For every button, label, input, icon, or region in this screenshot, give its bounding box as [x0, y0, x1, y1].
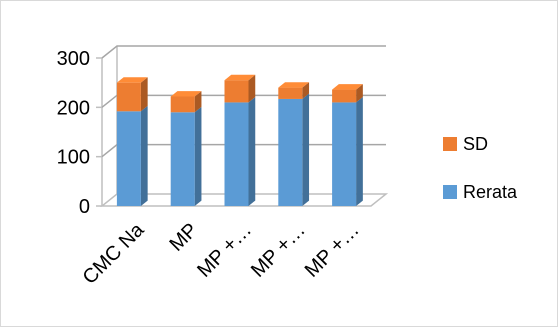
bar-rerata-2 [170, 106, 202, 206]
bar-front [116, 82, 141, 112]
bar-front [224, 80, 249, 103]
bar-side [248, 74, 256, 103]
y-axis-ticks: 0 100 200 300 [57, 48, 90, 218]
bar-sd-1 [116, 77, 148, 112]
x-tick-label: MP [165, 219, 202, 256]
bar-side [248, 97, 256, 206]
legend: SD Rerata [443, 134, 518, 202]
bar-top [332, 84, 363, 90]
gridline-300 [101, 45, 386, 59]
x-tick-label: MP +… [247, 219, 310, 282]
bar-front [224, 102, 249, 206]
bar-side [194, 91, 202, 113]
bar-top [224, 74, 256, 81]
bar-side [356, 97, 363, 206]
bar-front [332, 89, 357, 103]
bar-rerata-4 [278, 93, 310, 206]
y-tick-label: 300 [57, 48, 90, 70]
bar-sd-3 [224, 74, 256, 103]
bar-front [170, 112, 195, 206]
bar-sd-4 [278, 82, 310, 99]
bar-sd-2 [170, 91, 202, 113]
bar-side [194, 106, 202, 206]
legend-swatch-rerata [443, 185, 457, 199]
legend-label-sd: SD [463, 134, 488, 154]
bar-rerata-1 [116, 105, 148, 206]
bar-side [356, 84, 363, 103]
bar-front [278, 98, 303, 206]
x-tick-label: CMC Na [79, 218, 149, 288]
bar-sd-5 [332, 84, 363, 103]
y-tick-label: 100 [57, 147, 90, 169]
bar-rerata-5 [332, 97, 363, 206]
bar-top [116, 77, 148, 83]
bar-rerata-3 [224, 97, 256, 206]
bar-front [116, 111, 141, 206]
x-tick-label: MP +… [193, 219, 256, 282]
legend-label-rerata: Rerata [463, 182, 518, 202]
bar-side [140, 77, 148, 112]
bar-side [302, 93, 310, 206]
bar-front [332, 102, 357, 206]
bar-top [278, 82, 310, 88]
bar-top [170, 91, 202, 97]
y-tick-label: 0 [79, 196, 90, 218]
bar-side [140, 105, 148, 206]
bar-front [278, 87, 303, 99]
y-tick-label: 200 [57, 97, 90, 119]
legend-swatch-sd [443, 137, 457, 151]
bars [116, 74, 363, 206]
x-tick-label: MP +… [301, 219, 364, 282]
bar-side [302, 82, 310, 99]
bar-front [170, 96, 195, 113]
